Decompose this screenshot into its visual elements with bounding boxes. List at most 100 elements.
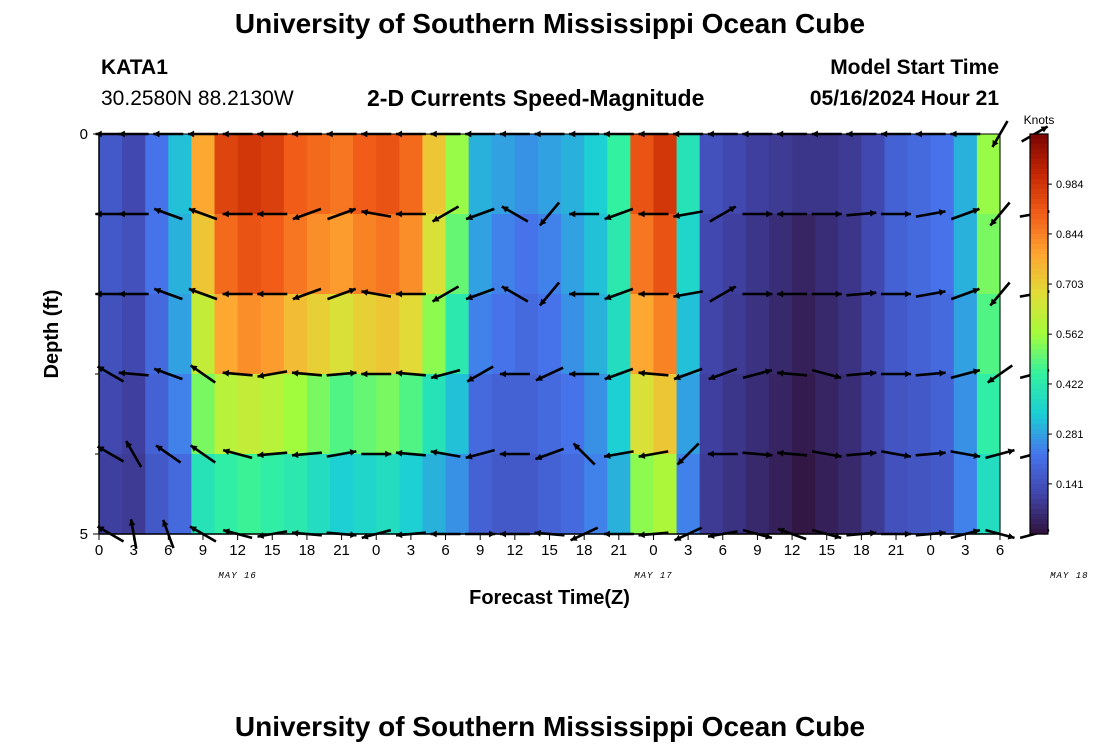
current-vector-arrow [291,451,322,459]
current-vector-arrow [638,369,669,377]
y-tick-label: 5 [80,526,88,543]
x-tick-label: 3 [684,542,692,559]
date-label: MAY 18 [1050,571,1088,581]
current-vector-arrow [395,290,426,298]
current-vector-arrow [188,207,218,221]
speed-cell [699,294,724,375]
speed-cell [653,294,678,375]
speed-cell [861,374,886,455]
colorbar-segment [1030,329,1048,335]
current-vector-arrow [950,287,980,301]
speed-cell [353,454,377,535]
x-tick-label: 6 [164,542,172,559]
current-vector-arrow [118,210,149,218]
colorbar-segment [1030,144,1048,150]
colorbar-segment [1030,399,1048,405]
colorbar-segment [1030,509,1048,515]
colorbar-segment [1030,189,1048,195]
speed-cell [722,454,747,535]
x-axis-title: Forecast Time(Z) [469,587,630,609]
colorbar-segment [1030,349,1048,355]
speed-cell [676,134,701,215]
colorbar-segment [1030,199,1048,205]
speed-cell [976,134,1001,215]
speed-cell [722,214,747,295]
speed-cell [537,214,562,295]
colorbar-tick-label: 0.141 [1056,479,1084,491]
speed-cell [306,134,331,215]
current-vector-arrow [499,370,530,378]
colorbar-segment [1030,179,1048,185]
current-vector-arrow [569,210,600,218]
speed-cell [584,214,608,295]
speed-cell [353,294,377,375]
x-tick-label: 9 [476,542,484,559]
colorbar-segment [1030,429,1048,435]
current-vector-arrow [327,287,357,301]
colorbar-segment [1030,479,1048,485]
speed-cell [792,214,816,295]
speed-cell [376,454,400,535]
speed-cell [745,374,770,455]
speed-cell [214,294,239,375]
speed-cell [653,214,678,295]
current-vector-arrow [326,369,357,377]
speed-cell [768,214,793,295]
speed-cell [930,454,955,535]
speed-cell [907,214,932,295]
current-vector-arrow [709,285,737,303]
speed-cell [792,294,816,375]
speed-cell [191,374,216,455]
speed-cell [745,294,770,375]
colorbar-segment [1030,154,1048,160]
colorbar-tick-label: 0.422 [1056,379,1084,391]
speed-cell [953,134,978,215]
speed-cell [630,294,655,375]
speed-cell [306,454,331,535]
speed-cell [283,294,308,375]
speed-cell [676,454,701,535]
speed-cell [491,454,516,535]
speed-cell [884,374,909,455]
speed-cell [838,214,862,295]
speed-cell [768,134,793,215]
speed-cell [376,294,400,375]
speed-cell [607,134,631,215]
colorbar-segment [1030,339,1048,345]
speed-cell [676,294,701,375]
current-vector-arrow [430,368,461,380]
speed-cell [561,134,585,215]
speed-cell [468,294,493,375]
current-vector-arrow [291,369,322,377]
current-vector-arrow [811,210,842,218]
speed-cell [399,134,424,215]
colorbar-segment [1030,504,1048,510]
speed-cell [422,294,447,375]
current-vector-arrow [222,448,253,460]
colorbar-segment [1030,394,1048,400]
colorbar-segment [1030,454,1048,460]
speed-cell [930,374,955,455]
speed-cell [353,214,377,295]
colorbar-segment [1030,149,1048,155]
colorbar-segment [1030,384,1048,390]
current-vector-arrow [604,207,634,221]
speed-cell [122,134,146,215]
speed-cell [838,134,862,215]
speed-cell [584,374,608,455]
speed-cell [353,134,377,215]
speed-cell [237,374,262,455]
speed-cell [306,294,331,375]
colorbar-segment [1030,274,1048,280]
colorbar-segment [1030,229,1048,235]
colorbar-segment [1030,444,1048,450]
current-vector-arrow [535,366,564,382]
speed-cell [537,294,562,375]
colorbar-segment [1030,264,1048,270]
colorbar-segment [1030,424,1048,430]
speed-cell [930,214,955,295]
colorbar-segment [1030,499,1048,505]
speed-cell [630,134,655,215]
speed-cell [445,214,470,295]
speed-cell [376,214,400,295]
